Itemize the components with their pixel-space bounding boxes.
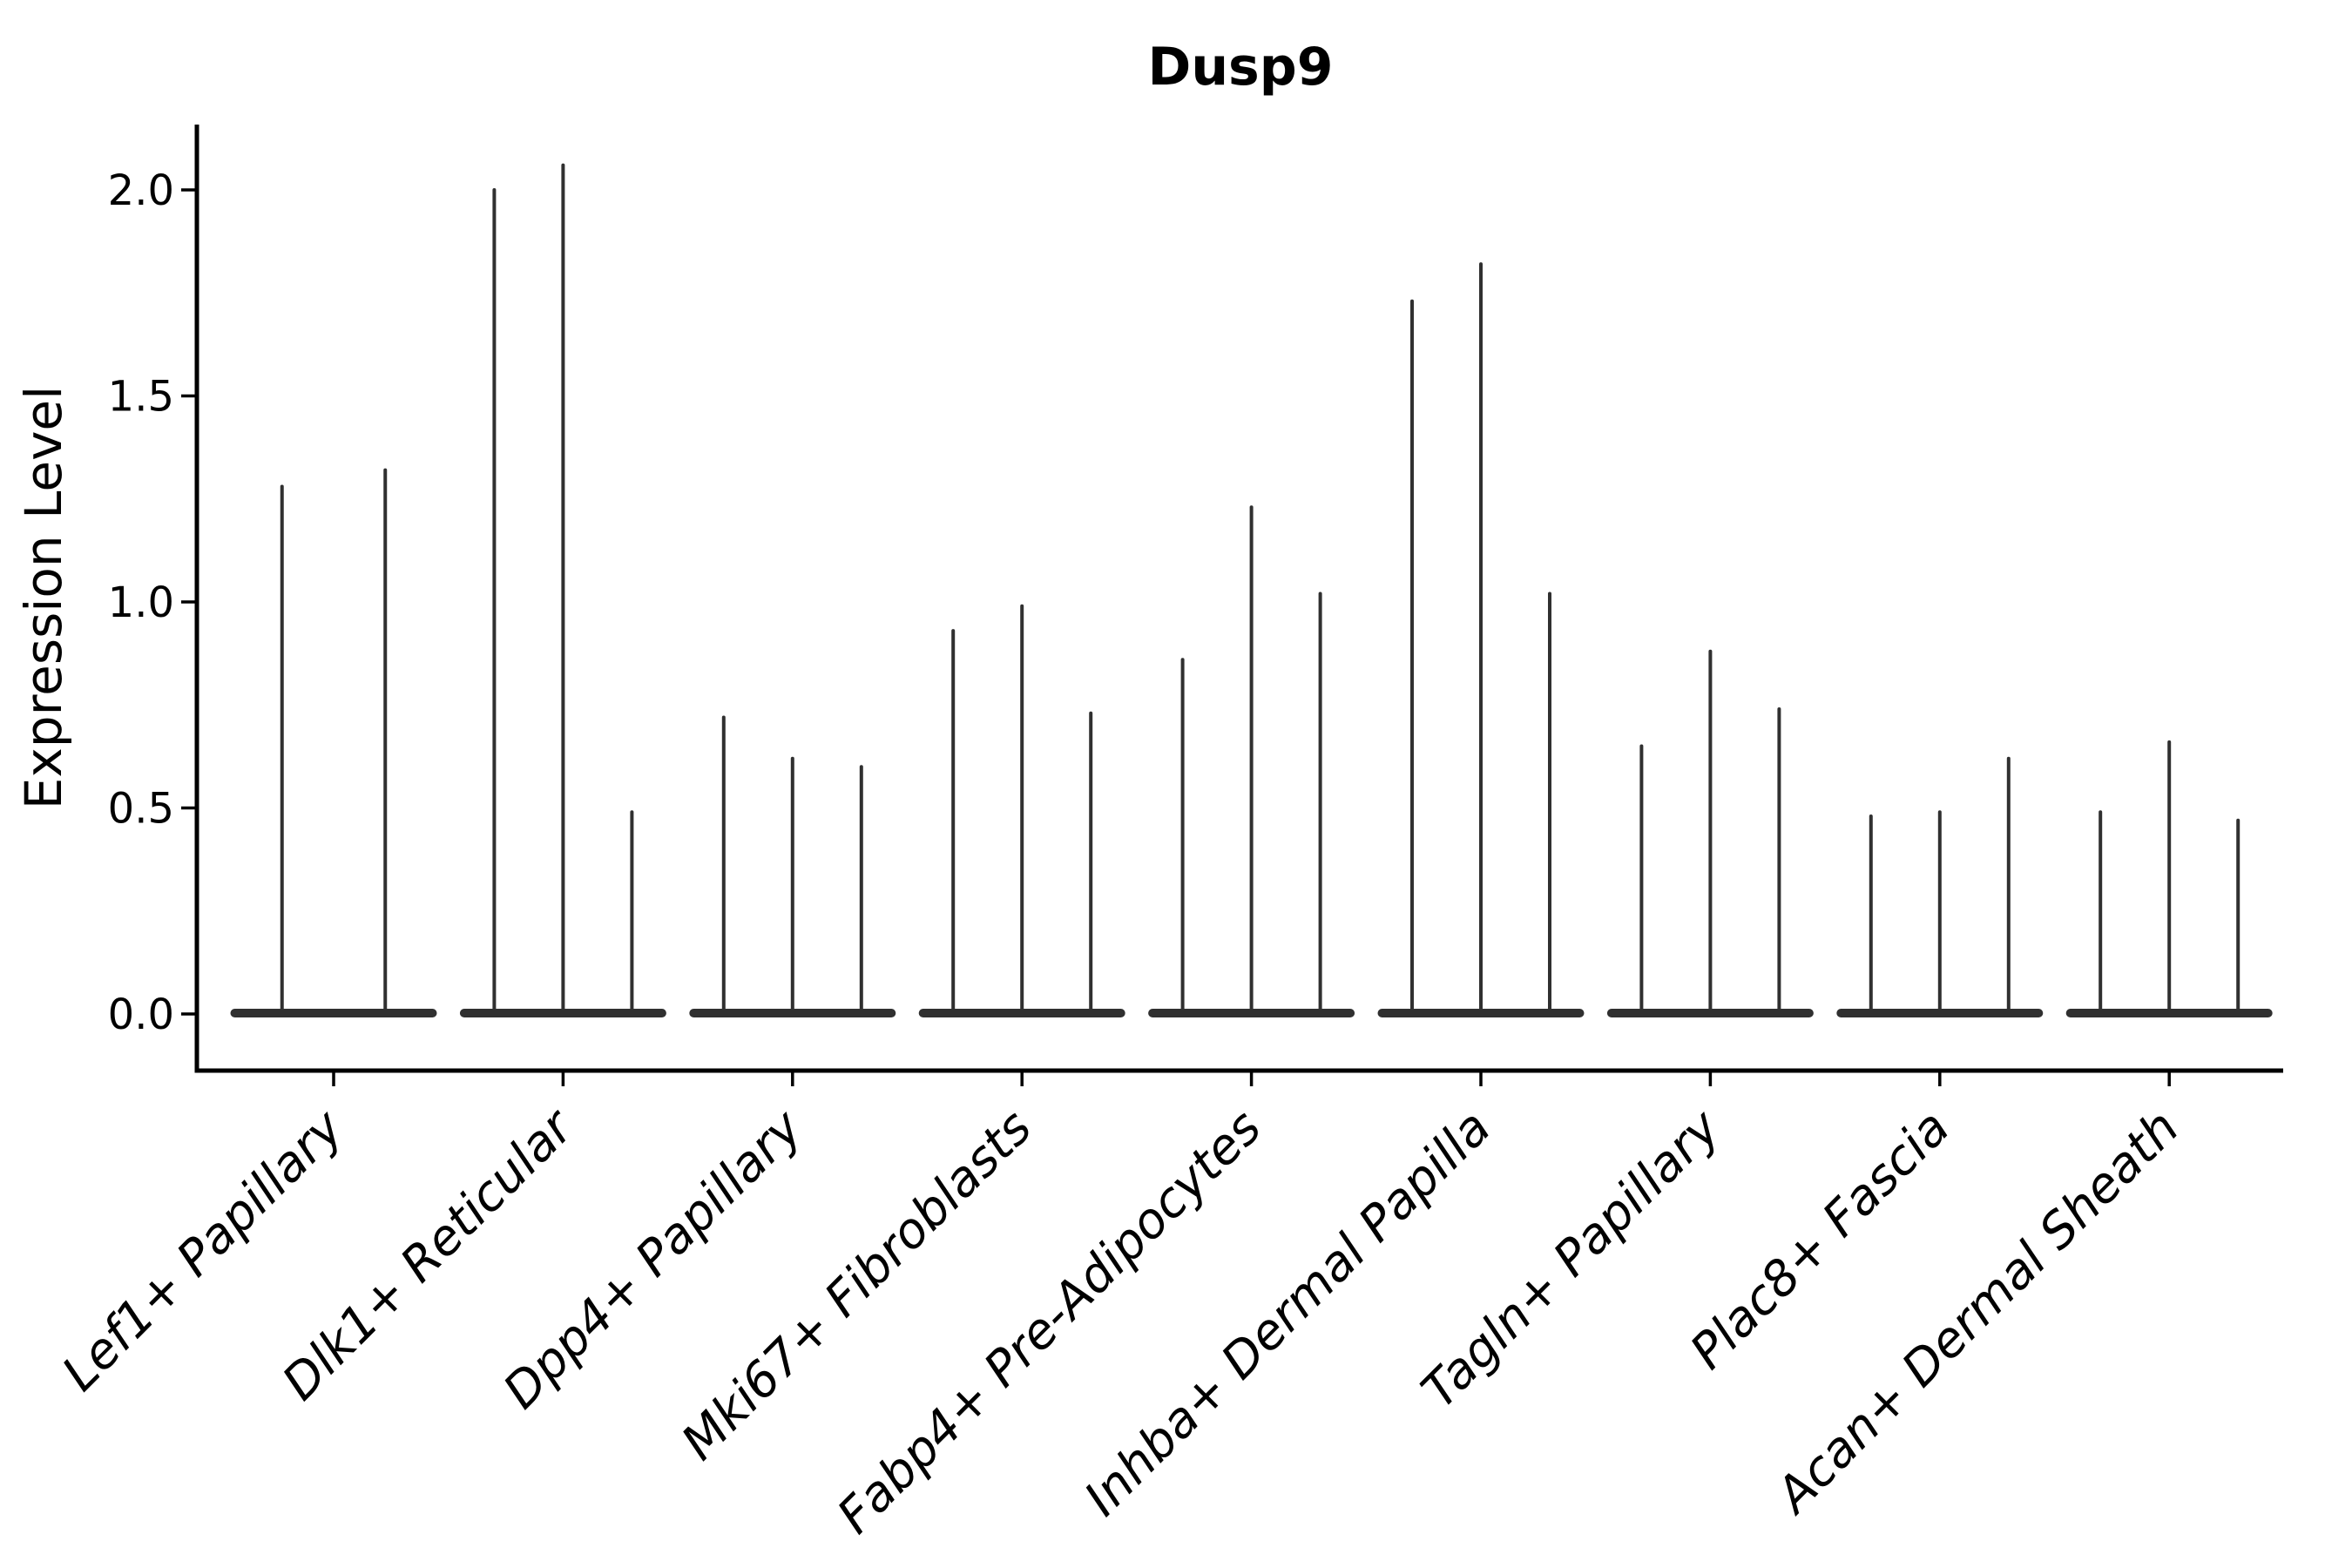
y-tick-label: 1.0 bbox=[108, 578, 174, 627]
y-tick-label: 1.5 bbox=[108, 373, 174, 422]
y-tick-label: 2.0 bbox=[108, 166, 174, 215]
x-tick-label: Inhba+ Dermal Papilla bbox=[1074, 1099, 1502, 1527]
y-axis-ticks: 0.0 0.5 1.0 1.5 2.0 bbox=[108, 166, 197, 1039]
violin-base bbox=[230, 1009, 437, 1017]
y-tick-label: 0.5 bbox=[108, 785, 174, 834]
axis-spines bbox=[194, 125, 2283, 1073]
x-tick-label: Fabp4+ Pre-Adipocytes bbox=[827, 1099, 1272, 1544]
chart-title: Dusp9 bbox=[1148, 37, 1334, 98]
y-tick-label: 0.0 bbox=[108, 990, 174, 1039]
x-tick-label: Acan+ Dermal Sheath bbox=[1764, 1099, 2190, 1525]
y-axis-label: Expression Level bbox=[14, 386, 73, 809]
violins bbox=[230, 163, 2273, 1017]
